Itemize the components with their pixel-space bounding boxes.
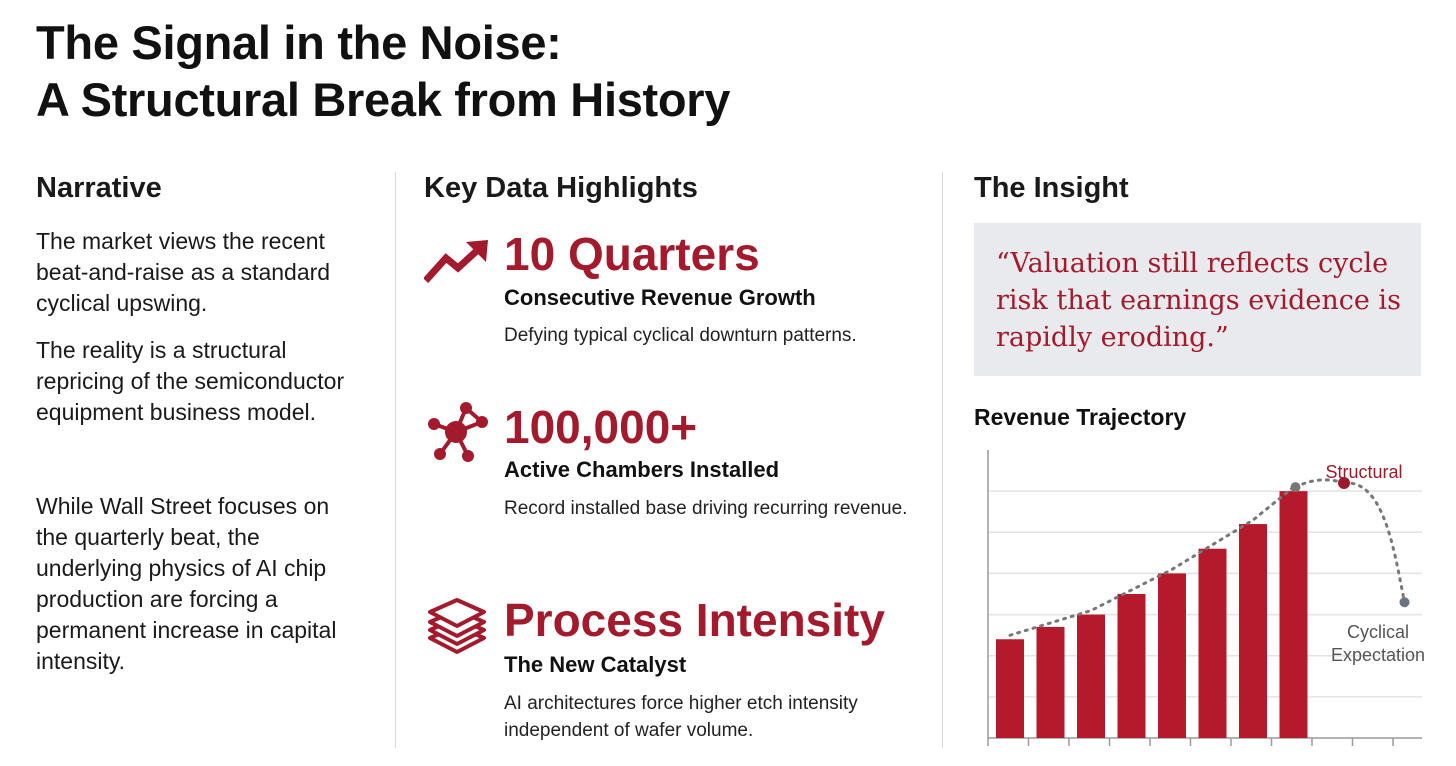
highlight-description: Defying typical cyclical downturn patter…	[504, 325, 857, 346]
structural-label: Structural	[1325, 462, 1402, 482]
layers-icon	[428, 598, 486, 654]
narrative-paragraph-2: The reality is a structural repricing of…	[36, 337, 345, 425]
insight-quote-box: “Valuation still reflects cycle risk tha…	[974, 223, 1421, 376]
bar	[1158, 573, 1186, 738]
highlight-value: Process Intensity	[504, 594, 885, 646]
column-divider	[942, 172, 943, 748]
bar	[1117, 594, 1146, 738]
network-nodes-icon	[428, 402, 488, 462]
highlight-description: AI architectures force higher etch inten…	[504, 693, 858, 741]
bar	[1198, 548, 1227, 738]
trend-line	[1008, 485, 1295, 637]
structural-path	[1294, 478, 1346, 489]
bar	[1279, 491, 1308, 738]
insight-quote: “Valuation still reflects cycle risk tha…	[996, 248, 1401, 353]
bar	[1077, 614, 1105, 738]
bar	[996, 639, 1024, 738]
chart-title: Revenue Trajectory	[974, 404, 1187, 430]
narrative-paragraph-1: The market views the recent beat-and-rai…	[36, 228, 331, 316]
title-line-1: The Signal in the Noise:	[36, 16, 562, 69]
highlight-value: 100,000+	[504, 401, 698, 453]
trend-end-point	[1290, 482, 1301, 493]
revenue-trajectory-chart: Structural Cyclical Expectation	[987, 450, 1425, 746]
insight-heading: The Insight	[974, 172, 1129, 204]
trend-up-icon	[424, 240, 488, 283]
narrative-paragraph-3: While Wall Street focuses on the quarter…	[36, 493, 337, 674]
cyclical-label: Cyclical Expectation	[1331, 622, 1425, 665]
highlight-label: The New Catalyst	[504, 652, 687, 677]
narrative-heading: Narrative	[36, 172, 162, 204]
highlight-label: Active Chambers Installed	[504, 457, 780, 482]
cyclical-path	[1342, 481, 1406, 604]
structural-point	[1338, 477, 1350, 490]
highlight-value: 10 Quarters	[504, 228, 760, 280]
bar	[1239, 524, 1267, 738]
highlights-heading: Key Data Highlights	[424, 172, 698, 204]
cyclical-point	[1399, 597, 1410, 608]
bar	[1036, 626, 1065, 738]
page-title: The Signal in the Noise: A Structural Br…	[36, 14, 730, 128]
title-line-2: A Structural Break from History	[36, 73, 731, 126]
column-divider	[395, 172, 396, 748]
highlight-description: Record installed base driving recurring …	[504, 498, 908, 519]
highlight-label: Consecutive Revenue Growth	[504, 285, 816, 310]
